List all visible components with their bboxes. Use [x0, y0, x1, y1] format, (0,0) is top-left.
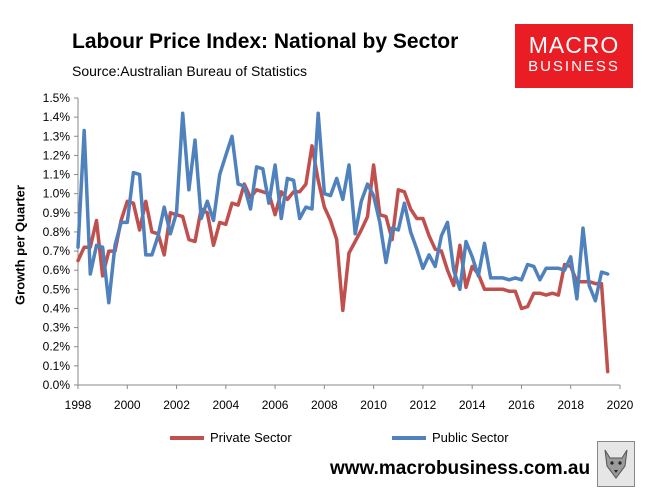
y-tick-label: 1.0%	[43, 187, 71, 201]
logo-line-2: BUSINESS	[528, 58, 620, 75]
y-tick-label: 0.5%	[43, 282, 71, 296]
wolf-icon	[604, 449, 628, 479]
series-line-private-sector	[76, 144, 610, 374]
y-tick-label: 0.3%	[43, 321, 71, 335]
y-tick-label: 0.1%	[43, 359, 71, 373]
x-tick-label: 2016	[508, 398, 535, 412]
y-tick-label: 1.2%	[43, 148, 71, 162]
y-tick-label: 0.4%	[43, 301, 71, 315]
macrobusiness-logo: MACRO BUSINESS	[515, 24, 633, 88]
chart-title: Labour Price Index: National by Sector	[72, 30, 459, 53]
y-tick-label: 1.5%	[43, 91, 71, 105]
legend-item-private: Private Sector	[170, 430, 292, 445]
y-tick-label: 0.7%	[43, 244, 71, 258]
y-tick-label: 1.3%	[43, 129, 71, 143]
legend-label-private: Private Sector	[210, 430, 292, 445]
y-tick-label: 1.4%	[43, 110, 71, 124]
logo-line-1: MACRO	[528, 32, 620, 58]
y-tick-label: 1.1%	[43, 168, 71, 182]
y-tick-label: 0.9%	[43, 206, 71, 220]
x-tick-label: 2010	[360, 398, 387, 412]
x-tick-label: 2018	[557, 398, 584, 412]
x-tick-label: 2012	[410, 398, 437, 412]
x-tick-label: 2020	[607, 398, 634, 412]
x-tick-label: 2002	[163, 398, 190, 412]
legend-item-public: Public Sector	[392, 430, 509, 445]
x-tick-label: 1998	[65, 398, 92, 412]
x-tick-label: 2006	[262, 398, 289, 412]
legend-label-public: Public Sector	[432, 430, 509, 445]
x-tick-label: 2004	[212, 398, 239, 412]
legend-swatch-public	[392, 435, 426, 440]
website-url: www.macrobusiness.com.au	[330, 458, 591, 479]
y-tick-label: 0.6%	[43, 263, 71, 277]
series-line-public-sector	[76, 111, 610, 305]
wolf-logo	[597, 441, 635, 487]
x-tick-label: 2000	[114, 398, 141, 412]
chart-source: Source:Australian Bureau of Statistics	[72, 63, 308, 79]
y-tick-label: 0.8%	[43, 225, 71, 239]
y-tick-label: 0.0%	[43, 378, 71, 392]
x-tick-label: 2014	[459, 398, 486, 412]
x-tick-label: 2008	[311, 398, 338, 412]
y-tick-label: 0.2%	[43, 340, 71, 354]
legend-swatch-private	[170, 435, 204, 440]
